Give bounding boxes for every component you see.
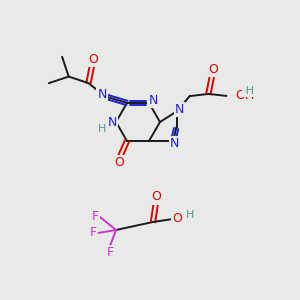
Text: N: N (107, 116, 117, 128)
Text: F: F (89, 226, 97, 239)
Text: N: N (175, 103, 184, 116)
Text: O: O (114, 156, 124, 169)
Text: ·H: ·H (242, 86, 254, 96)
Text: O: O (208, 63, 218, 76)
Text: O: O (172, 212, 182, 226)
Text: O: O (151, 190, 161, 203)
Text: O: O (88, 52, 98, 66)
Text: OH: OH (236, 89, 255, 102)
Text: N: N (169, 136, 179, 150)
Text: F: F (106, 245, 114, 259)
Text: F: F (92, 209, 99, 223)
Text: N: N (148, 94, 158, 107)
Text: N: N (97, 88, 107, 101)
Text: H: H (186, 210, 194, 220)
Text: H: H (98, 124, 106, 134)
